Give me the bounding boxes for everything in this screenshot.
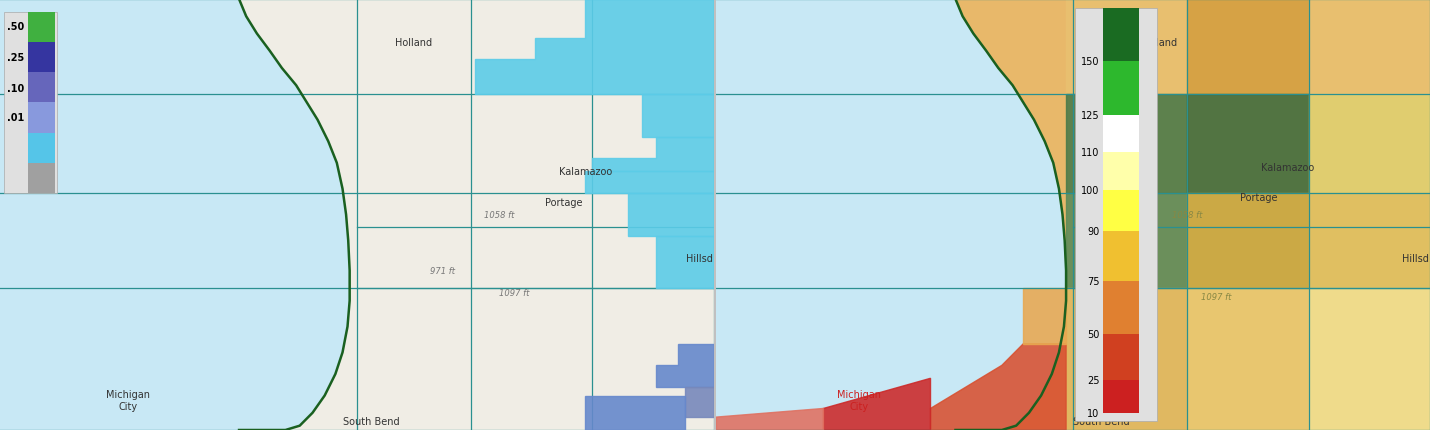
Bar (27, 163, 56, 194)
Bar (1103, 116, 1138, 153)
Text: .50: .50 (7, 22, 24, 32)
Text: South Bend: South Bend (343, 416, 399, 427)
Bar (1103, 380, 1138, 413)
Text: .10: .10 (7, 84, 24, 94)
Text: Kalamazoo: Kalamazoo (1261, 163, 1314, 173)
Polygon shape (656, 237, 714, 288)
Polygon shape (239, 0, 714, 430)
Polygon shape (1067, 194, 1187, 288)
Text: 25: 25 (1087, 375, 1100, 385)
Text: .25: .25 (7, 53, 24, 63)
Bar (27, 73, 56, 103)
Polygon shape (585, 396, 685, 430)
Text: 1058 ft: 1058 ft (1173, 211, 1203, 219)
Text: 150: 150 (1081, 57, 1100, 67)
Text: 1058 ft: 1058 ft (485, 211, 515, 219)
Text: 971 ft: 971 ft (430, 267, 455, 275)
Bar (1103, 231, 1138, 281)
Polygon shape (1308, 95, 1430, 194)
Text: 971 ft: 971 ft (1133, 267, 1157, 275)
Polygon shape (1024, 288, 1067, 344)
Polygon shape (1308, 194, 1430, 288)
Polygon shape (592, 138, 714, 172)
Polygon shape (1067, 0, 1187, 95)
Text: Hillsd: Hillsd (1403, 253, 1429, 263)
Text: 1097 ft: 1097 ft (1201, 292, 1231, 301)
Bar (1103, 335, 1138, 380)
Polygon shape (1067, 95, 1187, 194)
Bar (1103, 281, 1138, 335)
Text: 125: 125 (1081, 111, 1100, 121)
Bar (27, 103, 56, 133)
Polygon shape (1187, 288, 1308, 430)
Bar (1103, 190, 1138, 231)
Polygon shape (585, 172, 714, 194)
Text: 110: 110 (1081, 148, 1100, 158)
Polygon shape (642, 95, 714, 138)
Text: Michigan
City: Michigan City (837, 389, 881, 411)
Bar (27, 13, 56, 43)
Text: .01: .01 (7, 113, 24, 123)
Polygon shape (1067, 288, 1187, 430)
Text: Portage: Portage (545, 197, 582, 207)
Polygon shape (824, 378, 931, 430)
Text: 90: 90 (1087, 227, 1100, 237)
Text: 10: 10 (1087, 408, 1100, 418)
Text: 100: 100 (1081, 185, 1100, 195)
Polygon shape (685, 387, 714, 417)
Text: 1097 ft: 1097 ft (499, 288, 529, 297)
Text: Hillsd: Hillsd (686, 253, 712, 263)
Bar (27, 133, 56, 163)
Polygon shape (628, 194, 714, 236)
Polygon shape (1308, 288, 1430, 430)
Text: 50: 50 (1087, 330, 1100, 340)
Bar (1103, 153, 1138, 190)
Polygon shape (1187, 95, 1308, 194)
Polygon shape (1187, 0, 1308, 95)
Text: Kalamazoo: Kalamazoo (559, 167, 612, 177)
Text: Michigan
City: Michigan City (106, 389, 150, 411)
Polygon shape (475, 0, 714, 95)
Bar (3, 13, 57, 194)
Bar (27, 43, 56, 73)
Polygon shape (1308, 0, 1430, 95)
Text: Holland: Holland (395, 38, 432, 48)
Bar (1103, 62, 1138, 116)
Text: South Bend: South Bend (1074, 416, 1130, 427)
Text: Holland: Holland (1140, 38, 1177, 48)
Polygon shape (931, 344, 1067, 430)
Polygon shape (1187, 194, 1308, 288)
Text: 75: 75 (1087, 276, 1100, 286)
Polygon shape (955, 0, 1430, 430)
Text: Portage: Portage (1240, 193, 1277, 203)
Bar (1103, 9, 1138, 62)
Polygon shape (716, 408, 824, 430)
Polygon shape (656, 344, 714, 387)
Bar (1074, 9, 1157, 421)
